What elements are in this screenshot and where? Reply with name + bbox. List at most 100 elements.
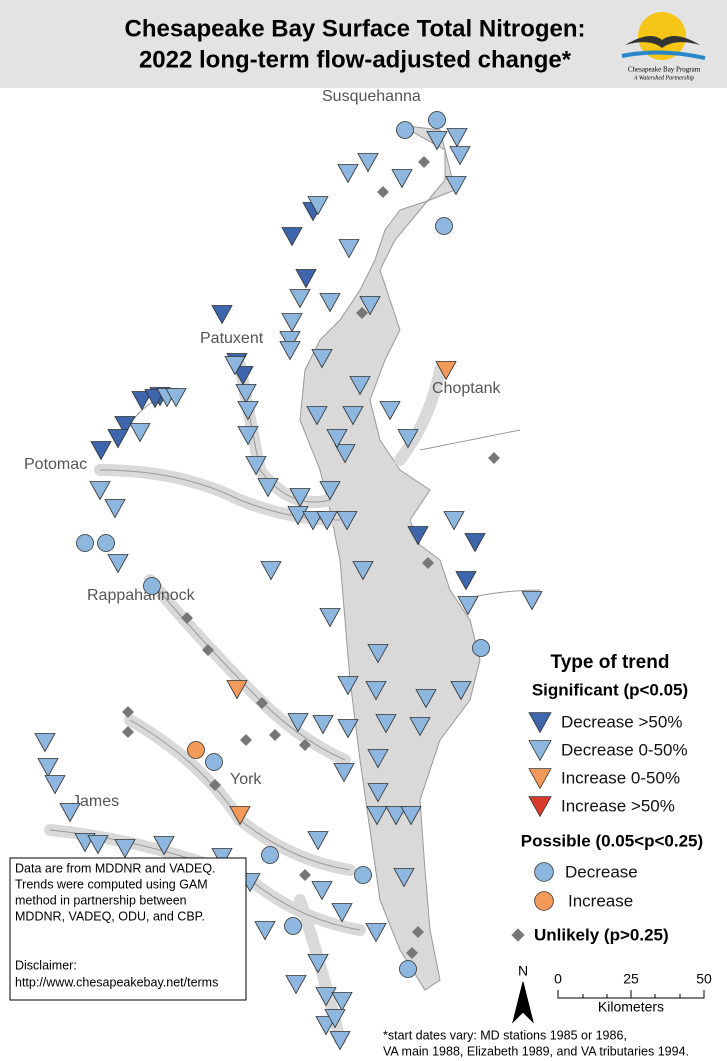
trend-triangle [279,341,301,361]
trend-triangle [311,349,333,369]
trend-circle [143,577,161,595]
trend-triangle [375,714,397,734]
legend-item: Unlikely (p>0.25) [534,925,669,944]
note-box [9,857,247,1001]
trend-triangle [307,196,329,216]
trend-triangle [316,511,338,531]
trend-circle [472,639,490,657]
scale-unit: Kilometers [598,999,664,1015]
legend-item: Decrease 0-50% [561,740,688,759]
trend-triangle [295,269,317,289]
trend-triangle [329,1031,351,1051]
trend-triangle [107,429,129,449]
trend-diamond [356,307,368,319]
trend-diamond [422,557,434,569]
scale-line [557,990,705,999]
trend-diamond [122,726,134,738]
trend-circle [435,217,453,235]
trend-triangle [307,954,329,974]
trend-triangle [306,406,328,426]
river-label: James [72,793,119,810]
scale-bar: N 0 25 50 Kilometers [512,963,712,1024]
trend-triangle [107,554,129,574]
trend-triangle [455,571,477,591]
trend-triangle [528,768,552,790]
legend-item: Decrease [565,862,638,881]
trend-triangle [366,806,388,826]
river-label: York [230,771,262,788]
trend-triangle [457,596,479,616]
trend-triangle [449,146,471,166]
trend-triangle [287,506,309,526]
trend-diamond [299,869,311,881]
note-line: Data are from MDDNR and VADEQ. [15,861,216,875]
trend-triangle [232,366,254,386]
trend-triangle [333,763,355,783]
trend-triangle [415,689,437,709]
trend-triangle [224,356,246,376]
trend-diamond [412,926,424,938]
trend-triangle [114,839,136,859]
scale-tick: 50 [696,971,712,987]
trend-triangle [334,444,356,464]
trend-triangle [319,293,341,313]
trend-triangle [312,715,334,735]
trend-circle [396,121,414,139]
river-label: Choptank [432,380,501,397]
note-line: Trends were computed using GAM [15,877,208,891]
trend-triangle [367,644,389,664]
note-line: Disclaimer: [15,958,77,972]
trend-diamond [406,947,418,959]
trend-circle [187,741,205,759]
trend-circle [428,111,446,129]
trend-triangle [315,987,337,1007]
trend-triangle [235,384,257,404]
scale-tick: 0 [554,971,562,987]
trend-triangle [338,239,360,259]
trend-triangle [409,717,431,737]
trend-triangle [311,881,333,901]
water [299,124,481,991]
title: 2022 long-term flow-adjusted change* [139,46,572,73]
scale-tick: 25 [623,971,639,987]
trend-triangle [302,511,324,531]
trend-triangle [114,416,136,436]
trend-triangle [445,176,467,196]
trend-triangle [37,758,59,778]
trend-triangle [257,478,279,498]
trend-circle [97,534,115,552]
logo-tagline: A Watershed Partnership [633,75,694,81]
legend-heading: Significant (p<0.05) [532,680,688,699]
trend-triangle [153,836,175,856]
trend-triangle [307,831,329,851]
trend-triangle [349,376,371,396]
legend-title: Type of trend [551,652,670,673]
trend-triangle [450,681,472,701]
trend-diamond [209,779,221,791]
logo-name: Chesapeake Bay Program [628,66,701,74]
north-arrow [512,981,534,1024]
trend-triangle [352,561,374,581]
trend-triangle [528,740,552,762]
trend-circle [261,846,279,864]
note-line: http://www.chesapeakebay.net/terms [15,975,218,989]
trend-triangle [528,796,552,818]
trend-diamond [511,928,525,942]
trend-triangle [337,719,359,739]
trend-circle [534,891,554,911]
note-line: MDDNR, VADEQ, ODU, and CBP. [15,909,205,923]
trend-triangle [331,903,353,923]
trend-triangle [245,456,267,476]
trend-triangle [90,441,112,461]
trend-diamond [202,644,214,656]
trend-diamond [488,452,500,464]
trend-triangle [326,429,348,449]
trend-triangle [379,401,401,421]
trend-diamond [240,734,252,746]
legend-item: Decrease >50% [561,712,682,731]
legend-heading: Possible (0.05<p<0.25) [521,831,703,850]
legend-item: Increase [568,891,633,910]
trend-triangle [287,713,309,733]
trend-triangle [281,227,303,247]
trend-triangle [426,131,448,151]
